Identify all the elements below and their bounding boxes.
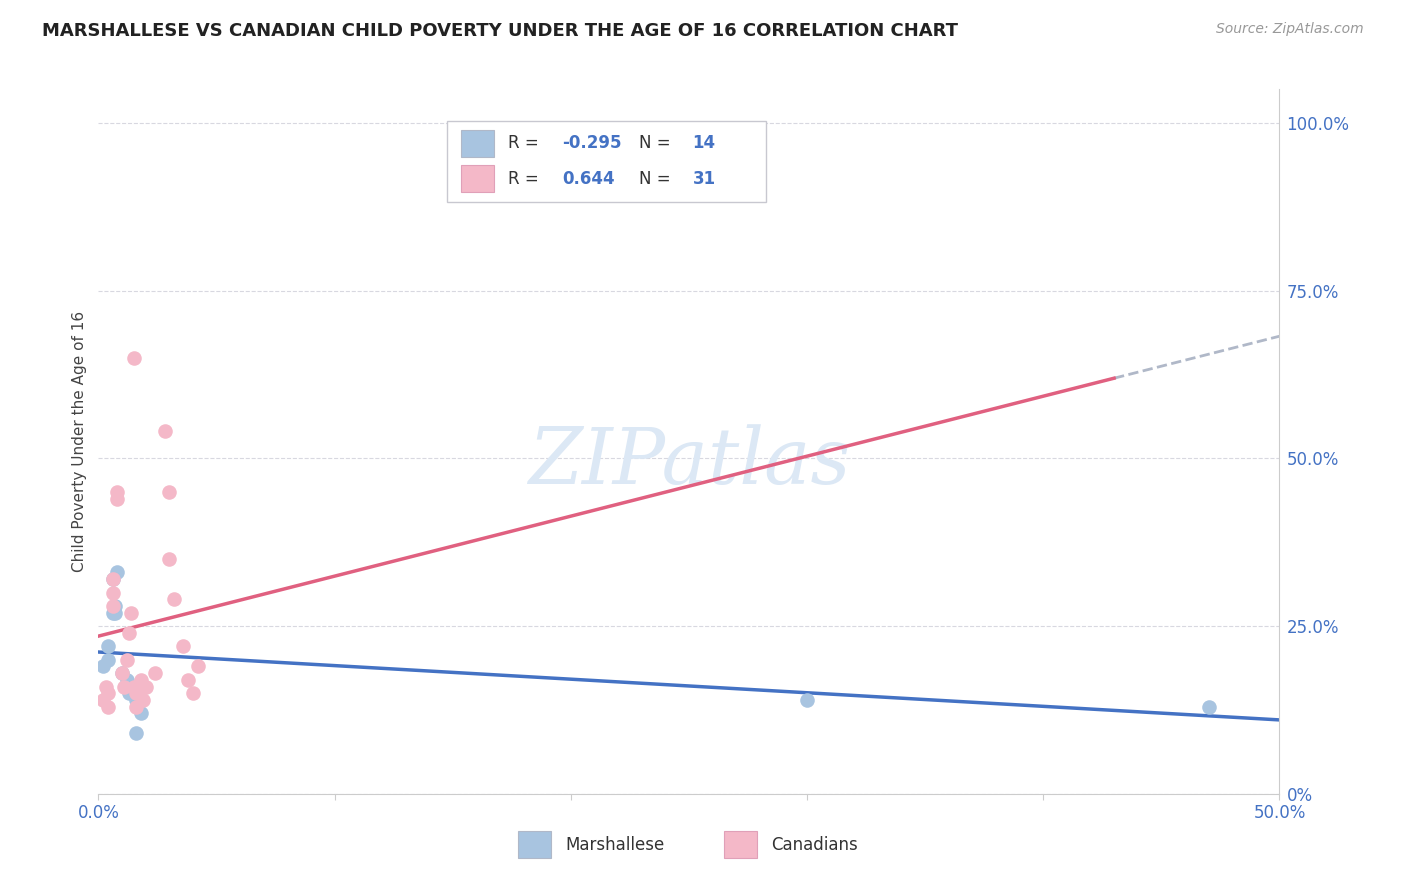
Point — [125, 686, 148, 700]
Text: -0.295: -0.295 — [562, 135, 621, 153]
Point — [177, 673, 200, 687]
Point — [181, 686, 204, 700]
Y-axis label: Child Poverty Under the Age of 16: Child Poverty Under the Age of 16 — [72, 311, 87, 572]
Point — [125, 693, 148, 707]
Point — [129, 673, 152, 687]
Point — [111, 666, 134, 681]
Point — [163, 592, 186, 607]
Point — [118, 625, 141, 640]
Point — [97, 653, 120, 667]
Text: Marshallese: Marshallese — [565, 836, 664, 854]
Text: R =: R = — [508, 135, 544, 153]
Point — [132, 693, 155, 707]
Text: ZIPatlas: ZIPatlas — [527, 425, 851, 500]
Point — [104, 606, 127, 620]
Point — [153, 425, 176, 439]
Point — [118, 686, 141, 700]
Point — [111, 666, 134, 681]
Point — [104, 599, 127, 613]
Point — [172, 639, 194, 653]
Point — [121, 606, 143, 620]
FancyBboxPatch shape — [447, 121, 766, 202]
Point — [796, 693, 818, 707]
Point — [122, 680, 145, 694]
Point — [135, 680, 157, 694]
Text: 31: 31 — [693, 169, 716, 187]
Point — [94, 680, 117, 694]
Bar — [461, 130, 494, 157]
Point — [91, 659, 114, 673]
Point — [91, 693, 114, 707]
Point — [101, 606, 124, 620]
Text: 0.644: 0.644 — [562, 169, 616, 187]
Point — [97, 686, 120, 700]
Text: 14: 14 — [693, 135, 716, 153]
Point — [125, 726, 148, 740]
Point — [101, 572, 124, 586]
Text: Source: ZipAtlas.com: Source: ZipAtlas.com — [1216, 22, 1364, 37]
Text: Canadians: Canadians — [772, 836, 858, 854]
Point — [101, 585, 124, 599]
Bar — [517, 831, 551, 858]
Point — [101, 572, 124, 586]
Point — [1198, 699, 1220, 714]
Point — [105, 566, 128, 580]
Point — [125, 699, 148, 714]
Point — [157, 552, 180, 566]
Point — [115, 673, 138, 687]
Point — [97, 699, 120, 714]
Bar — [461, 165, 494, 192]
Point — [105, 484, 128, 499]
Point — [105, 491, 128, 506]
Point — [187, 659, 209, 673]
Bar — [724, 831, 758, 858]
Text: MARSHALLESE VS CANADIAN CHILD POVERTY UNDER THE AGE OF 16 CORRELATION CHART: MARSHALLESE VS CANADIAN CHILD POVERTY UN… — [42, 22, 957, 40]
Text: R =: R = — [508, 169, 544, 187]
Point — [101, 599, 124, 613]
Point — [122, 351, 145, 365]
Point — [112, 680, 135, 694]
Text: N =: N = — [640, 169, 676, 187]
Point — [157, 484, 180, 499]
Text: N =: N = — [640, 135, 676, 153]
Point — [115, 653, 138, 667]
Point — [97, 639, 120, 653]
Point — [129, 706, 152, 721]
Point — [143, 666, 166, 681]
